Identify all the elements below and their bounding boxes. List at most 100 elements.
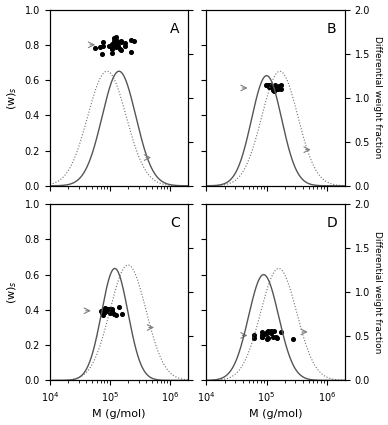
Point (118, 47, 124, 54)
Point (270, 333, 276, 340)
Point (273, 85, 279, 92)
Point (99, 310, 106, 317)
Point (278, 329, 284, 336)
Point (92, 45, 99, 51)
Point (264, 330, 270, 337)
Point (102, 308, 109, 314)
Point (274, 85, 281, 92)
Point (262, 331, 268, 337)
Point (116, 45, 123, 52)
Point (265, 335, 272, 342)
Point (251, 334, 258, 341)
Text: C: C (170, 216, 180, 230)
Point (105, 305, 111, 312)
Point (274, 335, 281, 342)
Point (105, 305, 111, 312)
Point (265, 82, 271, 89)
Point (111, 43, 117, 50)
Point (113, 312, 119, 318)
Point (98, 307, 104, 314)
Point (290, 336, 296, 343)
Point (131, 38, 137, 45)
Point (106, 305, 112, 312)
Point (264, 336, 270, 343)
Point (100, 311, 106, 318)
Point (109, 45, 115, 51)
Point (111, 311, 117, 317)
Point (270, 86, 276, 93)
Point (272, 82, 279, 88)
Point (114, 41, 120, 48)
Text: B: B (327, 22, 336, 36)
Point (109, 49, 116, 56)
Point (259, 333, 265, 340)
Point (278, 82, 284, 88)
Point (109, 41, 116, 48)
Point (271, 328, 277, 334)
Point (113, 39, 119, 45)
Point (118, 37, 125, 44)
Point (263, 329, 270, 336)
Point (106, 42, 112, 49)
Point (111, 34, 118, 41)
Point (265, 82, 271, 88)
Point (265, 328, 271, 334)
Point (251, 332, 257, 338)
Point (275, 83, 281, 90)
Point (109, 308, 115, 314)
Point (261, 331, 267, 338)
Point (107, 307, 113, 314)
Point (268, 84, 274, 91)
Point (271, 88, 277, 94)
Point (109, 46, 115, 53)
Point (267, 328, 274, 334)
Point (100, 42, 106, 49)
Point (109, 306, 115, 313)
Point (107, 43, 113, 50)
Point (267, 81, 274, 88)
Point (273, 334, 279, 341)
Y-axis label: (w)$_s$: (w)$_s$ (5, 280, 19, 304)
X-axis label: M (g/mol): M (g/mol) (249, 409, 302, 419)
Point (128, 37, 134, 43)
Point (102, 305, 108, 312)
Point (259, 333, 265, 340)
Point (115, 43, 121, 50)
Point (116, 304, 123, 311)
Point (268, 330, 274, 337)
Point (259, 332, 265, 338)
Y-axis label: Differential weight fraction: Differential weight fraction (373, 231, 383, 354)
Point (113, 44, 119, 51)
X-axis label: M (g/mol): M (g/mol) (92, 409, 146, 419)
Point (111, 37, 117, 44)
Point (100, 38, 106, 45)
Point (102, 309, 108, 315)
Point (113, 40, 120, 47)
Point (119, 310, 125, 317)
Point (99, 50, 105, 57)
Y-axis label: Differential weight fraction: Differential weight fraction (373, 37, 383, 159)
Point (128, 48, 134, 55)
Point (266, 84, 272, 91)
Point (106, 308, 112, 314)
Point (271, 86, 277, 93)
Point (97, 44, 103, 51)
Point (271, 86, 277, 93)
Point (118, 39, 124, 46)
Point (259, 329, 265, 336)
Text: D: D (327, 216, 338, 230)
Point (122, 40, 128, 47)
Point (263, 82, 269, 88)
Point (99, 307, 106, 314)
Point (107, 309, 113, 316)
Text: A: A (170, 22, 180, 36)
Point (114, 38, 121, 45)
Point (264, 82, 270, 88)
Point (265, 329, 272, 336)
Point (122, 42, 128, 49)
Point (278, 85, 284, 92)
Y-axis label: (w)$_s$: (w)$_s$ (5, 86, 19, 110)
Point (113, 34, 119, 40)
Point (276, 82, 282, 89)
Point (104, 306, 110, 313)
